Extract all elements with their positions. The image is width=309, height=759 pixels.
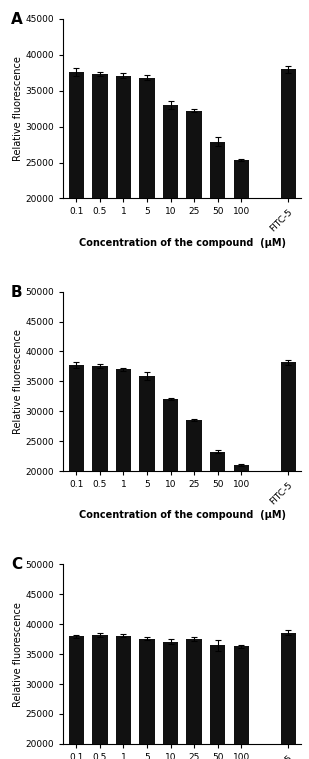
Y-axis label: Relative fluorescence: Relative fluorescence — [13, 329, 23, 434]
Bar — [116, 635, 131, 744]
Bar — [139, 638, 154, 744]
X-axis label: Concentration of the compound  (μM): Concentration of the compound (μM) — [79, 238, 286, 247]
Bar — [186, 639, 202, 744]
Text: B: B — [11, 285, 23, 300]
Bar — [92, 635, 108, 744]
Bar — [163, 641, 178, 744]
Y-axis label: Relative fluorescence: Relative fluorescence — [13, 56, 23, 161]
Bar — [234, 465, 249, 471]
Bar — [186, 111, 202, 198]
Bar — [281, 362, 296, 471]
Bar — [234, 159, 249, 198]
Bar — [116, 370, 131, 471]
Y-axis label: Relative fluorescence: Relative fluorescence — [13, 602, 23, 707]
Bar — [69, 636, 84, 744]
Bar — [281, 632, 296, 744]
Bar — [163, 105, 178, 198]
Text: A: A — [11, 12, 23, 27]
X-axis label: Concentration of the compound  (μM): Concentration of the compound (μM) — [79, 510, 286, 521]
Bar — [139, 376, 154, 471]
Bar — [69, 365, 84, 471]
Bar — [139, 78, 154, 198]
Text: C: C — [11, 557, 22, 572]
Bar — [210, 142, 225, 198]
Bar — [69, 72, 84, 198]
Bar — [92, 74, 108, 198]
Bar — [210, 645, 225, 744]
Bar — [163, 398, 178, 471]
Bar — [210, 452, 225, 471]
Bar — [281, 69, 296, 198]
Bar — [116, 76, 131, 198]
Bar — [92, 366, 108, 471]
Bar — [186, 420, 202, 471]
Bar — [234, 647, 249, 744]
